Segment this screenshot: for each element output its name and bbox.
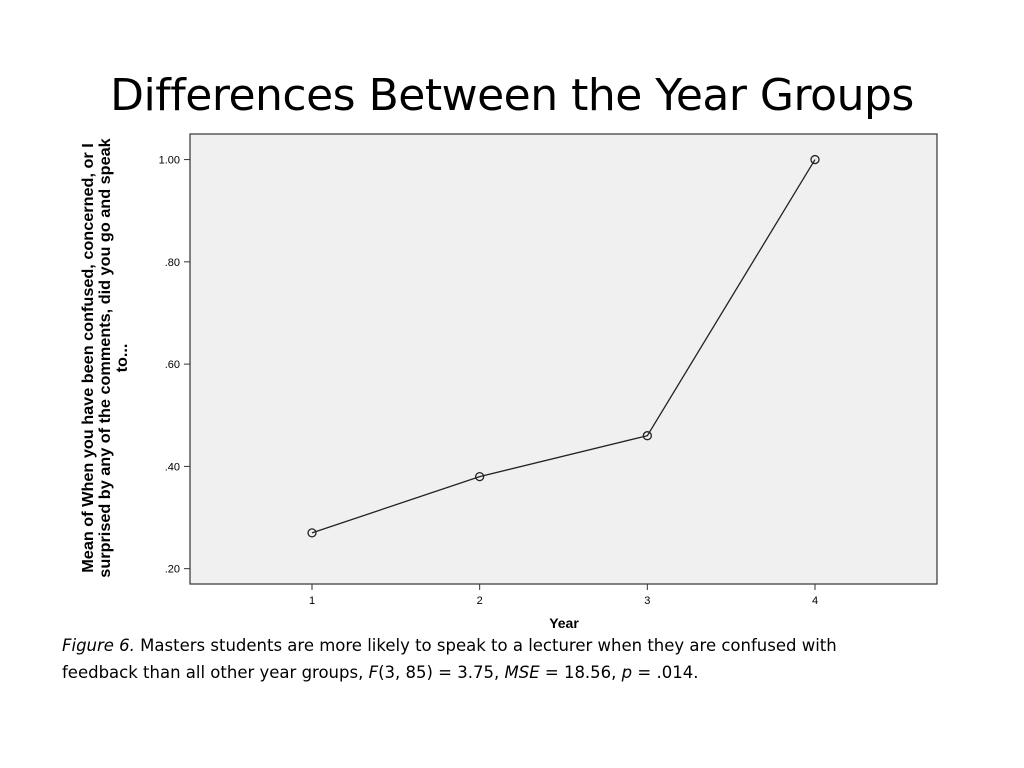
y-axis: .20 .40 .60 .80 1.00	[159, 155, 190, 576]
x-tick-label: 4	[812, 595, 818, 607]
mse-symbol: MSE	[504, 663, 540, 682]
figure-label: Figure 6.	[62, 636, 135, 655]
y-axis-title-line: surprised by any of the comments, did yo…	[96, 138, 114, 577]
f-symbol: F	[368, 663, 379, 682]
data-point	[475, 471, 485, 482]
series-line	[311, 159, 816, 534]
y-tick-label: .20	[165, 564, 180, 576]
plot-background	[189, 133, 938, 585]
y-axis-title-line: Mean of When you have been confused, con…	[79, 143, 97, 572]
p-value: = .014.	[632, 663, 699, 682]
caption-line1: Masters students are more likely to spea…	[134, 636, 837, 655]
data-point	[810, 154, 820, 165]
y-tick-label: .80	[165, 257, 180, 269]
slide-title: Differences Between the Year Groups	[110, 70, 914, 121]
p-symbol: p	[621, 663, 633, 682]
data-point	[642, 431, 652, 441]
y-tick-label: .40	[165, 461, 180, 473]
mse-value: = 18.56,	[539, 663, 622, 682]
x-tick-label: 3	[644, 595, 650, 607]
y-tick-label: .60	[165, 359, 180, 371]
x-tick-label: 1	[309, 595, 315, 607]
series-layer	[307, 154, 820, 538]
caption-line2-prefix: feedback than all other year groups,	[62, 663, 369, 682]
x-tick-label: 2	[477, 595, 483, 607]
y-axis-title: Mean of When you have been confused, con…	[79, 138, 131, 577]
data-point	[307, 528, 317, 538]
f-value: (3, 85) = 3.75,	[378, 663, 505, 682]
figure-caption: Figure 6. Masters students are more like…	[62, 632, 962, 686]
x-axis-title: Year	[549, 615, 579, 631]
y-tick-label: 1.00	[159, 155, 180, 167]
y-axis-title-line: to...	[113, 344, 131, 373]
x-axis: 1 2 3 4	[309, 584, 818, 607]
line-chart: .20 .40 .60 .80 1.00 1 2 3 4 Year Mean of When …	[79, 133, 938, 631]
